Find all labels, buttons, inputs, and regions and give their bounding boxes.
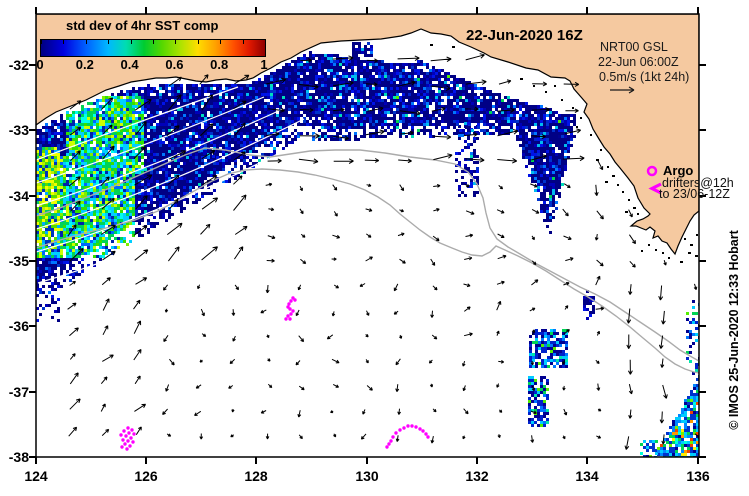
colorbar-tick: [220, 40, 222, 44]
island-speck: [668, 257, 670, 259]
drifter-tracks: [119, 296, 430, 451]
island-speck: [684, 238, 686, 240]
lon-tick-label: 124: [24, 468, 48, 484]
island-speck: [520, 78, 523, 80]
current-vectors: [67, 53, 699, 450]
island-speck: [617, 184, 619, 186]
scale-label: 0.5m/s (1kt 24h): [599, 70, 690, 84]
colorbar-tick-label: 0.8: [210, 57, 229, 72]
island-speck: [596, 159, 599, 161]
island-speck: [607, 166, 609, 168]
colorbar-tick: [130, 40, 132, 44]
lat-tick-label: -35: [8, 253, 29, 269]
island-speck: [688, 252, 691, 254]
sst-stddev-patches: [36, 42, 699, 457]
island-speck: [580, 117, 582, 119]
lon-tick-label: 132: [465, 468, 489, 484]
island-speck: [612, 175, 615, 177]
island-speck: [622, 191, 624, 193]
island-speck: [655, 249, 657, 251]
colorbar-tick-label: 0: [36, 57, 44, 72]
lon-tick-label: 136: [686, 468, 710, 484]
imos-credit: © IMOS 25-Jun-2020 12:33 Hobart: [727, 230, 741, 430]
island-speck: [662, 252, 664, 254]
island-speck: [641, 250, 643, 252]
colorbar-tick: [265, 40, 266, 44]
drifters-legend-line2: to 23/06-12Z: [659, 187, 730, 201]
colorbar-tick-label: 0.2: [75, 57, 94, 72]
island-speck: [600, 149, 602, 151]
colorbar-tick: [175, 40, 177, 44]
island-speck: [625, 211, 628, 213]
island-speck: [572, 107, 574, 109]
model-name-label: NRT00 GSL: [600, 40, 668, 54]
island-speck: [633, 207, 636, 209]
colorbar-tick-label: 0.6: [165, 57, 184, 72]
argo-legend-marker: [646, 165, 658, 177]
argo-legend-label: Argo: [663, 163, 694, 178]
lon-tick-label: 134: [575, 468, 599, 484]
lat-tick-label: -38: [8, 449, 29, 465]
lat-tick-label: -33: [8, 122, 29, 138]
lon-tick-label: 128: [244, 468, 268, 484]
island-speck: [452, 46, 455, 48]
lat-tick-label: -36: [8, 318, 29, 334]
island-speck: [637, 213, 639, 215]
colorbar-tick: [153, 40, 154, 44]
colorbar-title: std dev of 4hr SST comp: [66, 18, 219, 33]
scale-arrow-icon: [610, 86, 635, 94]
island-speck: [554, 85, 556, 87]
island-speck: [696, 234, 698, 236]
island-speck: [695, 255, 698, 257]
lat-tick-label: -34: [8, 188, 29, 204]
model-time-label: 22-Jun 06:00Z: [598, 55, 679, 69]
lat-tick-label: -37: [8, 384, 29, 400]
island-speck: [533, 85, 535, 87]
lat-tick-label: -32: [8, 57, 29, 73]
lon-tick-label: 126: [134, 468, 158, 484]
lon-tick-label: 130: [355, 468, 379, 484]
island-speck: [545, 91, 547, 93]
colorbar-tick: [85, 40, 87, 44]
island-speck: [561, 99, 563, 101]
island-speck: [605, 181, 608, 183]
colorbar-tick: [63, 40, 65, 44]
island-speck: [680, 261, 683, 263]
island-speck: [690, 244, 693, 246]
island-speck: [648, 244, 650, 246]
colorbar-tick: [197, 40, 199, 44]
colorbar-tick: [108, 40, 110, 44]
gray-contours: [36, 147, 699, 374]
drifters-legend-line1: drifters@12h: [662, 176, 734, 190]
colorbar-tick-label: 1: [260, 57, 268, 72]
island-speck: [628, 199, 630, 201]
map-title: 22-Jun-2020 16Z: [466, 27, 583, 44]
island-speck: [430, 44, 433, 46]
colorbar-tick-label: 0.4: [120, 57, 139, 72]
colorbar-tick: [242, 40, 244, 44]
colorbar: [40, 39, 266, 57]
island-speck: [576, 126, 578, 128]
colorbar-tick: [41, 40, 42, 44]
island-speck: [590, 134, 592, 136]
drifter-legend-marker: [648, 182, 662, 195]
axis-ticks: [29, 7, 706, 464]
